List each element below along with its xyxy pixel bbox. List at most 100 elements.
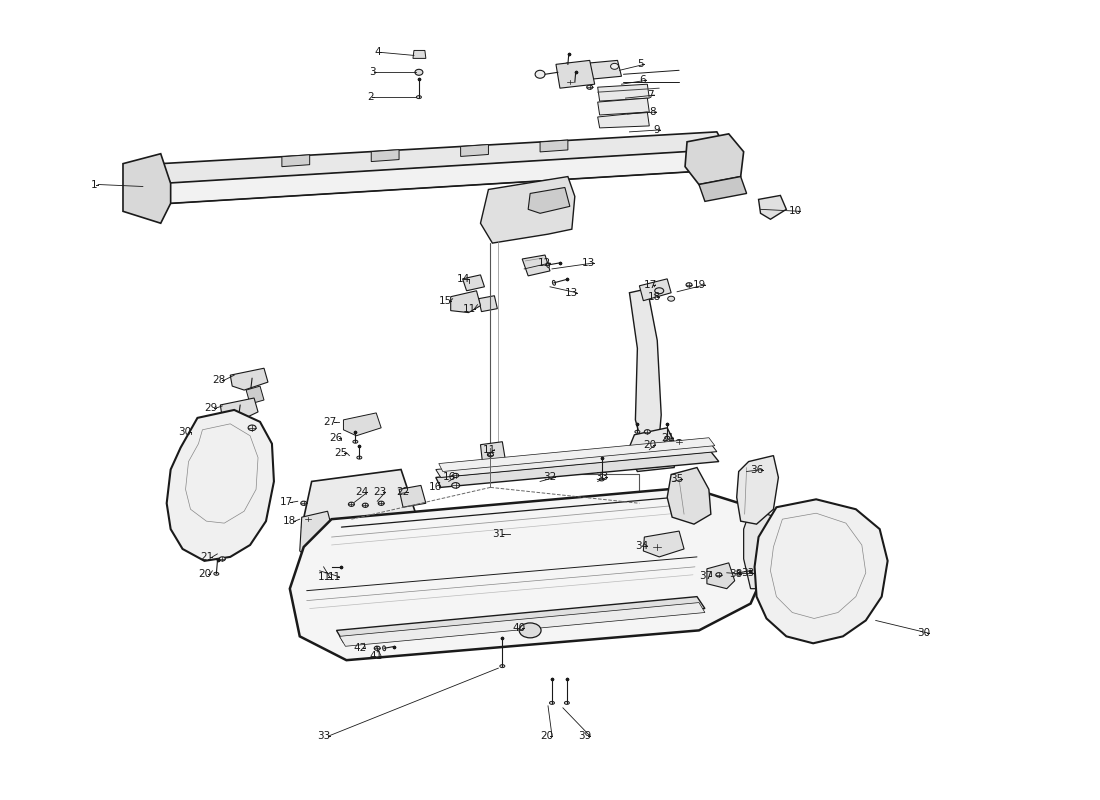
Polygon shape <box>161 150 727 203</box>
Ellipse shape <box>487 453 494 457</box>
Text: 33: 33 <box>595 473 608 482</box>
Polygon shape <box>540 140 568 152</box>
Text: 40: 40 <box>513 623 526 634</box>
Ellipse shape <box>564 702 570 704</box>
Polygon shape <box>639 279 671 301</box>
Polygon shape <box>161 132 727 183</box>
Text: 8: 8 <box>649 107 656 117</box>
Text: 42: 42 <box>353 643 366 654</box>
Polygon shape <box>627 428 678 471</box>
Ellipse shape <box>645 430 650 434</box>
Ellipse shape <box>552 280 556 286</box>
Polygon shape <box>436 444 717 478</box>
Polygon shape <box>399 486 426 507</box>
Ellipse shape <box>668 296 674 301</box>
Polygon shape <box>597 98 649 115</box>
Ellipse shape <box>452 482 460 488</box>
Text: 20: 20 <box>198 569 211 578</box>
Ellipse shape <box>417 96 421 98</box>
Ellipse shape <box>499 665 505 668</box>
Ellipse shape <box>378 501 384 506</box>
Text: 29: 29 <box>205 403 218 413</box>
Text: 7: 7 <box>647 90 653 100</box>
Ellipse shape <box>686 282 692 287</box>
Ellipse shape <box>219 557 225 561</box>
Ellipse shape <box>362 503 369 507</box>
Polygon shape <box>481 442 505 462</box>
Text: 6: 6 <box>639 75 646 86</box>
Text: 23: 23 <box>373 487 386 498</box>
Ellipse shape <box>547 262 550 267</box>
Text: 24: 24 <box>355 487 368 498</box>
Text: 33: 33 <box>318 730 331 741</box>
Polygon shape <box>337 597 705 642</box>
Ellipse shape <box>249 425 256 430</box>
Ellipse shape <box>610 63 618 70</box>
Ellipse shape <box>565 63 571 66</box>
Text: 20: 20 <box>644 440 657 450</box>
Polygon shape <box>737 456 779 524</box>
Text: 12: 12 <box>538 258 551 268</box>
Ellipse shape <box>330 564 333 570</box>
Text: 31: 31 <box>493 529 506 539</box>
Text: 5: 5 <box>637 59 644 70</box>
Polygon shape <box>299 511 333 563</box>
Ellipse shape <box>654 288 663 294</box>
Text: 26: 26 <box>330 433 343 442</box>
Text: 20: 20 <box>540 730 553 741</box>
Text: 41: 41 <box>370 651 383 662</box>
Ellipse shape <box>566 80 573 84</box>
Polygon shape <box>759 195 786 219</box>
Text: 36: 36 <box>750 465 763 474</box>
Text: 16: 16 <box>442 473 456 482</box>
Ellipse shape <box>453 474 459 478</box>
Polygon shape <box>343 413 382 436</box>
Polygon shape <box>436 452 718 487</box>
Ellipse shape <box>349 502 354 506</box>
Text: 32: 32 <box>543 473 557 482</box>
Polygon shape <box>246 386 264 404</box>
Text: 21: 21 <box>661 433 674 442</box>
Ellipse shape <box>305 517 310 522</box>
Text: 25: 25 <box>334 448 348 458</box>
Polygon shape <box>412 50 426 58</box>
Ellipse shape <box>716 573 722 577</box>
Ellipse shape <box>353 440 358 443</box>
Text: 18: 18 <box>283 516 296 526</box>
Text: 27: 27 <box>323 417 337 427</box>
Polygon shape <box>685 134 744 185</box>
Text: 33: 33 <box>740 568 754 578</box>
Text: 13: 13 <box>565 288 579 298</box>
Polygon shape <box>698 177 747 202</box>
Ellipse shape <box>356 456 362 459</box>
Text: 21: 21 <box>200 552 213 562</box>
Polygon shape <box>668 467 711 524</box>
Ellipse shape <box>635 430 640 434</box>
Text: 18: 18 <box>647 292 661 302</box>
Polygon shape <box>629 289 661 442</box>
Text: 16: 16 <box>429 482 442 492</box>
Polygon shape <box>575 60 622 80</box>
Polygon shape <box>220 398 258 422</box>
Polygon shape <box>282 154 310 166</box>
Text: 30: 30 <box>917 628 931 638</box>
Text: 11: 11 <box>483 445 496 454</box>
Text: 15: 15 <box>439 296 452 306</box>
Text: 38: 38 <box>728 569 743 578</box>
Ellipse shape <box>664 436 670 439</box>
Polygon shape <box>528 187 570 214</box>
Polygon shape <box>597 112 649 128</box>
Ellipse shape <box>676 440 682 444</box>
Text: 13: 13 <box>582 258 595 268</box>
Ellipse shape <box>300 501 307 506</box>
Ellipse shape <box>600 478 604 481</box>
Ellipse shape <box>572 81 578 84</box>
Text: 4: 4 <box>374 47 381 58</box>
Text: 17: 17 <box>279 498 293 507</box>
Polygon shape <box>755 499 888 643</box>
Polygon shape <box>522 255 550 276</box>
Text: 9: 9 <box>653 125 660 135</box>
Ellipse shape <box>519 623 541 638</box>
Text: 11: 11 <box>463 304 476 314</box>
Polygon shape <box>481 177 575 243</box>
